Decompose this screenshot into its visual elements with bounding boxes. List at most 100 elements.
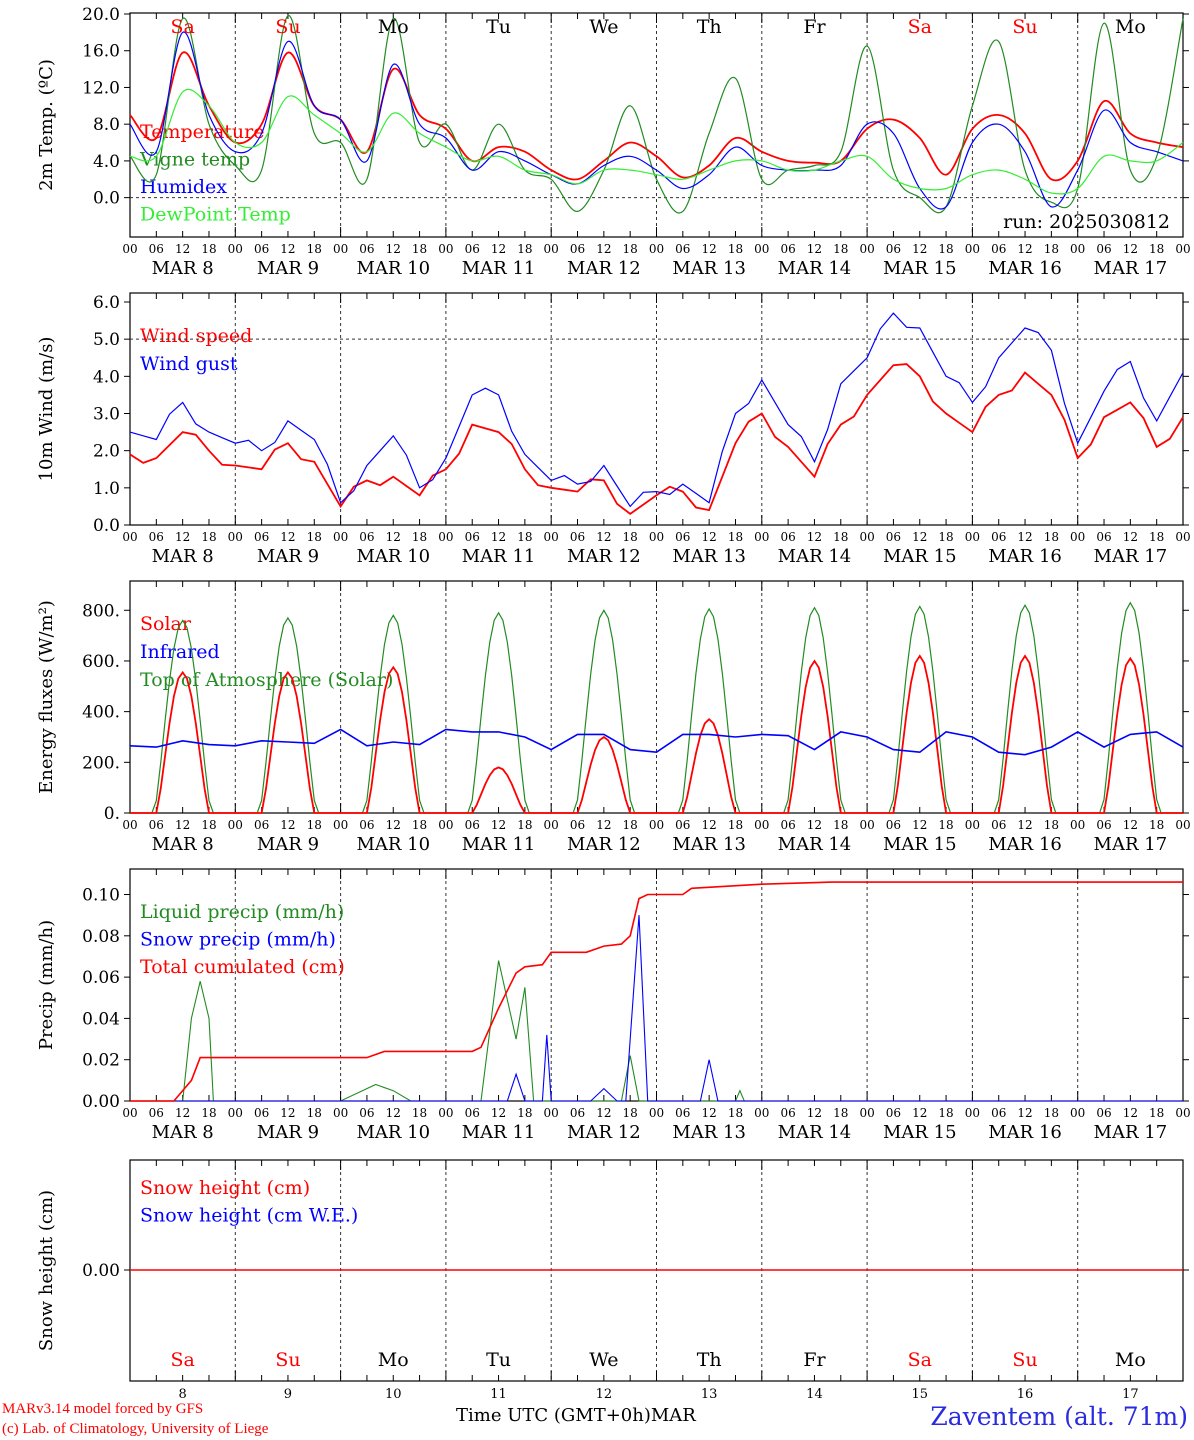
energy-hour-label: 12 (596, 818, 611, 832)
temperature-hour-label: 06 (570, 242, 585, 256)
wind-hour-label: 12 (386, 530, 401, 544)
weekday-label: Sa (908, 1349, 932, 1371)
snow-legend-item: Snow height (cm) (140, 1177, 310, 1199)
energy-hour-label: 00 (859, 818, 874, 832)
energy-hour-label: 18 (1044, 818, 1059, 832)
energy-hour-label: 00 (1175, 818, 1190, 832)
wind-hour-label: 00 (1175, 530, 1190, 544)
energy-hour-label: 06 (780, 818, 795, 832)
energy-hour-label: 12 (175, 818, 190, 832)
precip-hour-label: 06 (886, 1106, 901, 1120)
weekday-label: Su (275, 16, 300, 38)
wind-hour-label: 18 (1044, 530, 1059, 544)
temperature-ytick-label: 8.0 (93, 115, 120, 135)
precip-hour-label: 00 (965, 1106, 980, 1120)
precip-ylabel: Precip (mm/h) (36, 920, 57, 1050)
wind-date-label: MAR 8 (152, 546, 214, 567)
energy-hour-label: 12 (280, 818, 295, 832)
precip-hour-label: 18 (1149, 1106, 1164, 1120)
wind-hour-label: 06 (886, 530, 901, 544)
precip-date-label: MAR 14 (778, 1122, 852, 1143)
energy-ytick-label: 200. (82, 753, 120, 773)
wind-ytick-label: 6.0 (93, 293, 120, 313)
temperature-hour-label: 18 (623, 242, 638, 256)
energy-ytick-label: 400. (82, 703, 120, 723)
wind-hour-label: 12 (491, 530, 506, 544)
wind-hour-label: 12 (807, 530, 822, 544)
precip-hour-label: 00 (122, 1106, 137, 1120)
temperature-hour-label: 18 (307, 242, 322, 256)
wind-date-label: MAR 17 (1094, 546, 1168, 567)
temperature-hour-label: 12 (175, 242, 190, 256)
temperature-hour-label: 00 (122, 242, 137, 256)
precip-hour-label: 18 (307, 1106, 322, 1120)
precip-hour-label: 06 (570, 1106, 585, 1120)
precip-hour-label: 00 (228, 1106, 243, 1120)
precip-legend-item: Liquid precip (mm/h) (140, 901, 344, 923)
weekday-label: Tu (486, 16, 511, 38)
energy-hour-label: 06 (465, 818, 480, 832)
precip-ytick-label: 0.02 (82, 1051, 120, 1071)
temperature-hour-label: 00 (859, 242, 874, 256)
energy-ytick-label: 0. (104, 804, 120, 824)
precip-legend-item: Snow precip (mm/h) (140, 929, 336, 951)
weekday-label: We (589, 16, 618, 38)
weekday-label: Th (697, 1349, 722, 1371)
precip-hour-label: 12 (702, 1106, 717, 1120)
energy-ytick-label: 600. (82, 652, 120, 672)
wind-date-label: MAR 14 (778, 546, 852, 567)
lab-credit: (c) Lab. of Climatology, University of L… (2, 1421, 269, 1437)
day-number-label: 9 (284, 1387, 292, 1402)
wind-hour-label: 06 (780, 530, 795, 544)
precip-hour-label: 06 (254, 1106, 269, 1120)
wind-date-label: MAR 15 (883, 546, 957, 567)
day-number-label: 16 (1017, 1387, 1034, 1402)
temperature-date-label: MAR 15 (883, 258, 957, 279)
temperature-hour-label: 18 (833, 242, 848, 256)
wind-hour-label: 00 (965, 530, 980, 544)
energy-hour-label: 00 (965, 818, 980, 832)
wind-ytick-label: 1.0 (93, 479, 120, 499)
wind-hour-label: 12 (912, 530, 927, 544)
temperature-hour-label: 12 (491, 242, 506, 256)
temperature-hour-label: 12 (1123, 242, 1138, 256)
wind-ytick-label: 0.0 (93, 516, 120, 536)
precip-hour-label: 12 (280, 1106, 295, 1120)
precip-hour-label: 12 (386, 1106, 401, 1120)
precip-date-label: MAR 15 (883, 1122, 957, 1143)
precip-hour-label: 00 (1175, 1106, 1190, 1120)
temperature-hour-label: 00 (1175, 242, 1190, 256)
temperature-hour-label: 00 (1070, 242, 1085, 256)
precip-hour-label: 18 (938, 1106, 953, 1120)
station-name: Zaventem (alt. 71m) (930, 1402, 1188, 1431)
wind-hour-label: 00 (1070, 530, 1085, 544)
temperature-hour-label: 06 (675, 242, 690, 256)
weekday-label: We (589, 1349, 618, 1371)
series-line-humidex (129, 31, 1184, 210)
energy-legend-item: Infrared (140, 641, 220, 663)
wind-date-label: MAR 16 (988, 546, 1062, 567)
energy-hour-label: 18 (201, 818, 216, 832)
precip-ytick-label: 0.04 (82, 1009, 120, 1029)
wind-hour-label: 00 (438, 530, 453, 544)
precip-hour-label: 06 (149, 1106, 164, 1120)
weekday-label: Fr (803, 1349, 826, 1371)
temperature-hour-label: 00 (965, 242, 980, 256)
precip-date-label: MAR 16 (988, 1122, 1062, 1143)
precip-hour-label: 18 (517, 1106, 532, 1120)
weekday-label: Su (1012, 16, 1037, 38)
energy-date-label: MAR 8 (152, 834, 214, 855)
wind-ytick-label: 3.0 (93, 405, 120, 425)
temperature-legend-item: Vigne temp (139, 149, 250, 171)
wind-hour-label: 18 (833, 530, 848, 544)
temperature-ytick-label: 20.0 (82, 5, 120, 25)
temperature-hour-label: 06 (780, 242, 795, 256)
precip-hour-label: 18 (833, 1106, 848, 1120)
temperature-ytick-label: 12.0 (82, 78, 120, 98)
wind-hour-label: 18 (307, 530, 322, 544)
day-number-label: 17 (1122, 1387, 1139, 1402)
wind-hour-label: 12 (1017, 530, 1032, 544)
temperature-ytick-label: 0.0 (93, 189, 120, 209)
wind-date-label: MAR 10 (356, 546, 430, 567)
